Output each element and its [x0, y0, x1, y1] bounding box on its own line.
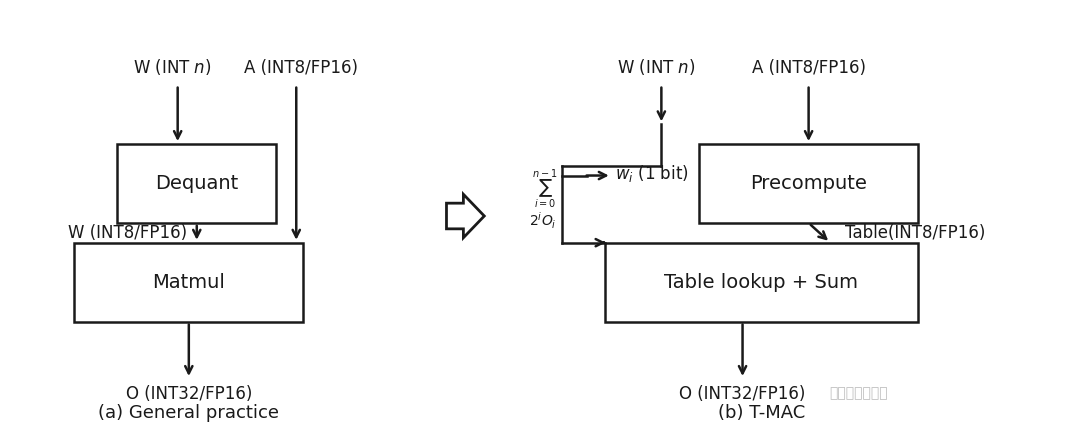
FancyBboxPatch shape: [605, 242, 918, 322]
Text: Dequant: Dequant: [156, 174, 239, 193]
Text: A (INT8/FP16): A (INT8/FP16): [244, 59, 359, 77]
Text: W (INT8/FP16): W (INT8/FP16): [68, 224, 187, 242]
Text: (a) General practice: (a) General practice: [98, 404, 280, 422]
Text: (b) T-MAC: (b) T-MAC: [718, 404, 805, 422]
Text: O (INT32/FP16): O (INT32/FP16): [679, 385, 806, 403]
Polygon shape: [446, 194, 484, 238]
Text: $w_i$ (1 bit): $w_i$ (1 bit): [615, 163, 688, 184]
FancyBboxPatch shape: [699, 144, 918, 223]
Text: W (INT $n$): W (INT $n$): [134, 57, 212, 77]
Text: Precompute: Precompute: [751, 174, 867, 193]
Text: A (INT8/FP16): A (INT8/FP16): [752, 59, 865, 77]
Text: Matmul: Matmul: [152, 273, 226, 292]
Text: Table lookup + Sum: Table lookup + Sum: [664, 273, 859, 292]
FancyBboxPatch shape: [75, 242, 303, 322]
Text: O (INT32/FP16): O (INT32/FP16): [125, 385, 252, 403]
Text: W (INT $n$): W (INT $n$): [617, 57, 696, 77]
Text: $\sum_{i=0}^{n-1}$: $\sum_{i=0}^{n-1}$: [531, 168, 557, 211]
Text: 公众号・量子位: 公众号・量子位: [829, 386, 888, 400]
Text: $2^i O_i$: $2^i O_i$: [529, 211, 557, 231]
FancyBboxPatch shape: [118, 144, 276, 223]
Text: Table(INT8/FP16): Table(INT8/FP16): [846, 224, 986, 242]
